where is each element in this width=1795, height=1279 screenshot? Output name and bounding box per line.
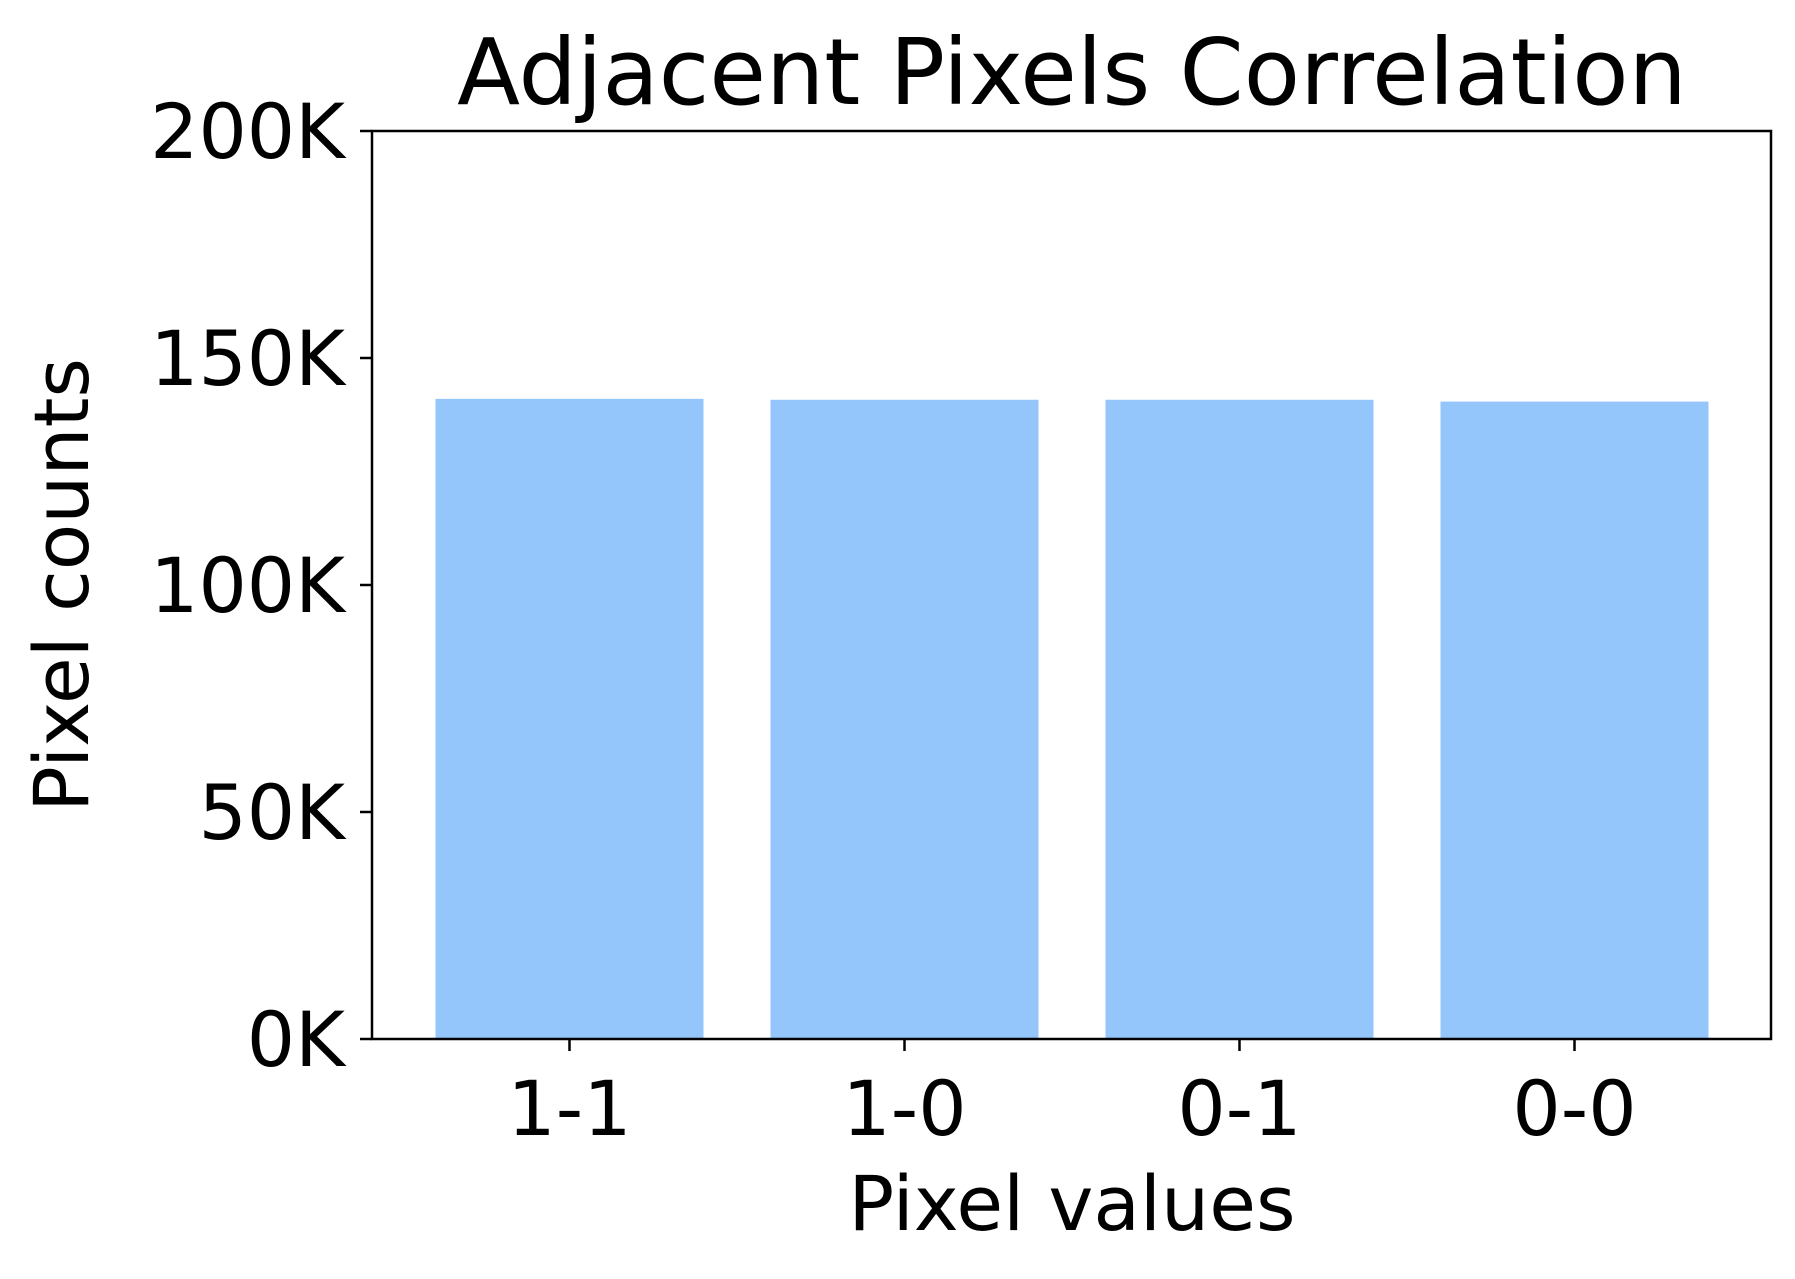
bar-1-1 bbox=[435, 398, 704, 1039]
y-axis-ticks: 0K 50K 100K 150K 200K bbox=[150, 87, 372, 1084]
x-tick-label: 1-1 bbox=[507, 1064, 631, 1153]
x-tick-label: 0-0 bbox=[1512, 1064, 1636, 1153]
chart-title: Adjacent Pixels Correlation bbox=[457, 19, 1687, 126]
bars-layer bbox=[435, 398, 1709, 1040]
y-tick-label: 50K bbox=[198, 768, 347, 857]
y-tick-label: 200K bbox=[150, 87, 347, 176]
plot-area-frame bbox=[370, 129, 1773, 1041]
bar-1-0 bbox=[770, 399, 1039, 1039]
x-axis-ticks: 1-1 1-0 0-1 0-0 bbox=[507, 1039, 1637, 1153]
bar-0-0 bbox=[1440, 401, 1709, 1040]
x-tick-label: 0-1 bbox=[1177, 1064, 1301, 1153]
x-axis-label: Pixel values bbox=[848, 1159, 1295, 1248]
y-tick-label: 100K bbox=[150, 541, 347, 630]
bar-0-1 bbox=[1105, 399, 1374, 1039]
x-tick-label: 1-0 bbox=[842, 1064, 966, 1153]
y-tick-label: 150K bbox=[150, 314, 347, 403]
y-axis-label: Pixel counts bbox=[17, 358, 106, 812]
y-tick-label: 0K bbox=[247, 995, 347, 1084]
